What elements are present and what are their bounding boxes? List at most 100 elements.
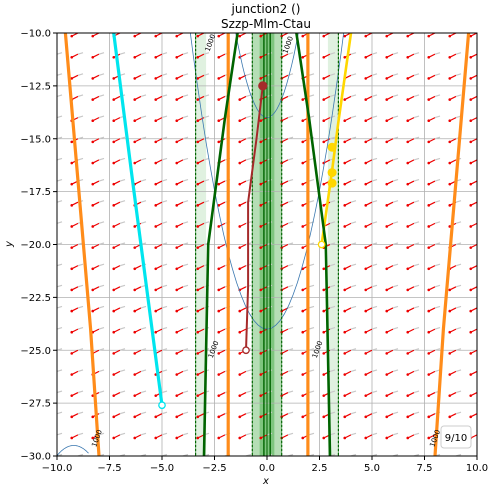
- field-arrow-head: [91, 267, 95, 271]
- field-arrow-head: [469, 458, 472, 461]
- field-arrow-grey: [77, 115, 84, 119]
- field-arrow-grey: [455, 305, 462, 309]
- field-arrow-head: [133, 288, 137, 292]
- field-arrow-head: [364, 225, 368, 228]
- field-arrow-head: [469, 352, 473, 355]
- field-arrow-head: [175, 288, 179, 292]
- field-arrow-head: [322, 204, 326, 207]
- field-arrow-head: [406, 458, 409, 461]
- field-arrow-head: [112, 373, 116, 376]
- field-arrow-head: [427, 140, 431, 144]
- y-tick-label: −25.0: [20, 346, 51, 357]
- field-arrow-grey: [413, 94, 420, 98]
- field-arrow-head: [301, 34, 305, 38]
- field-arrow-grey: [392, 348, 399, 351]
- field-arrow-head: [364, 182, 368, 186]
- field-arrow-grey: [392, 178, 399, 182]
- field-arrow-head: [427, 373, 431, 376]
- field-arrow-grey: [455, 390, 462, 394]
- field-arrow-grey: [434, 73, 441, 76]
- field-arrow-grey: [455, 284, 462, 288]
- field-arrow-grey: [161, 136, 168, 140]
- chart-subtitle: Szzp-Mlm-Ctau: [221, 17, 311, 31]
- field-arrow-head: [301, 309, 305, 313]
- field-arrow-grey: [329, 200, 336, 203]
- field-arrow-grey: [392, 242, 399, 246]
- field-arrow-grey: [77, 369, 84, 372]
- field-arrow-head: [196, 34, 200, 38]
- field-arrow-head: [70, 309, 74, 313]
- field-arrow-head: [154, 204, 158, 207]
- field-arrow-grey: [203, 178, 210, 182]
- field-arrow-grey: [476, 307, 477, 308]
- field-arrow-grey: [245, 157, 252, 161]
- field-arrow-grey: [287, 411, 294, 415]
- field-arrow-head: [70, 458, 73, 461]
- field-arrow-head: [154, 98, 158, 101]
- field-arrow-head: [238, 98, 242, 101]
- field-arrow-head: [91, 119, 95, 123]
- field-arrow-grey: [413, 52, 420, 55]
- field-arrow-head: [280, 34, 284, 38]
- field-arrow-grey: [350, 348, 357, 351]
- field-arrow-head: [49, 204, 52, 207]
- field-arrow-head: [427, 288, 431, 292]
- field-arrow-grey: [98, 284, 105, 288]
- field-arrow-head: [469, 330, 473, 334]
- field-arrow-head: [301, 436, 305, 440]
- field-arrow-grey: [287, 115, 294, 119]
- field-arrow-head: [112, 309, 116, 313]
- field-arrow-grey: [182, 115, 189, 119]
- field-arrow-grey: [119, 73, 126, 76]
- field-arrow-red: [57, 329, 58, 330]
- field-arrow-grey: [350, 136, 357, 140]
- field-arrow-head: [70, 246, 74, 249]
- field-arrow-head: [217, 55, 221, 59]
- field-arrow-grey: [57, 327, 63, 330]
- field-arrow-grey: [392, 115, 399, 119]
- field-arrow-grey: [203, 52, 210, 55]
- field-arrow-head: [154, 225, 158, 228]
- field-arrow-head: [427, 98, 431, 101]
- field-arrow-head: [406, 98, 410, 101]
- field-arrow-head: [133, 415, 137, 419]
- field-arrow-head: [406, 246, 410, 249]
- field-arrow-grey: [308, 242, 315, 246]
- field-arrow-head: [406, 394, 410, 397]
- field-arrow-grey: [476, 116, 477, 118]
- field-arrow-grey: [350, 157, 357, 161]
- field-arrow-grey: [392, 94, 399, 98]
- field-arrow-head: [175, 415, 179, 419]
- field-arrow-head: [427, 394, 431, 397]
- field-arrow-head: [175, 182, 179, 186]
- field-arrow-grey: [455, 200, 462, 203]
- field-arrow-head: [364, 373, 368, 376]
- field-arrow-head: [154, 246, 158, 249]
- field-arrow-grey: [161, 200, 168, 203]
- field-arrow-head: [301, 182, 305, 186]
- field-arrow-head: [448, 77, 452, 80]
- field-arrow-head: [469, 394, 473, 397]
- field-arrow-head: [385, 98, 389, 101]
- x-tick-label: 0.0: [259, 463, 275, 474]
- field-arrow-grey: [455, 94, 462, 98]
- field-arrow-grey: [287, 242, 294, 246]
- field-arrow-head: [385, 55, 389, 59]
- field-arrow-grey: [434, 305, 441, 309]
- field-arrow-grey: [119, 200, 126, 203]
- field-arrow-head: [175, 352, 179, 355]
- field-arrow-head: [196, 119, 200, 123]
- x-tick-label: 10.0: [466, 463, 488, 474]
- field-arrow-grey: [413, 178, 420, 182]
- field-arrow-head: [301, 373, 305, 376]
- field-arrow-head: [469, 161, 473, 165]
- field-arrow-head: [91, 225, 95, 228]
- field-arrow-head: [238, 182, 242, 186]
- field-arrow-head: [385, 119, 389, 123]
- field-arrow-grey: [182, 305, 189, 309]
- field-arrow-head: [91, 309, 95, 313]
- field-arrow-head: [196, 352, 200, 355]
- field-arrow-head: [70, 352, 74, 355]
- field-arrow-head: [469, 98, 473, 101]
- field-arrow-grey: [161, 157, 168, 161]
